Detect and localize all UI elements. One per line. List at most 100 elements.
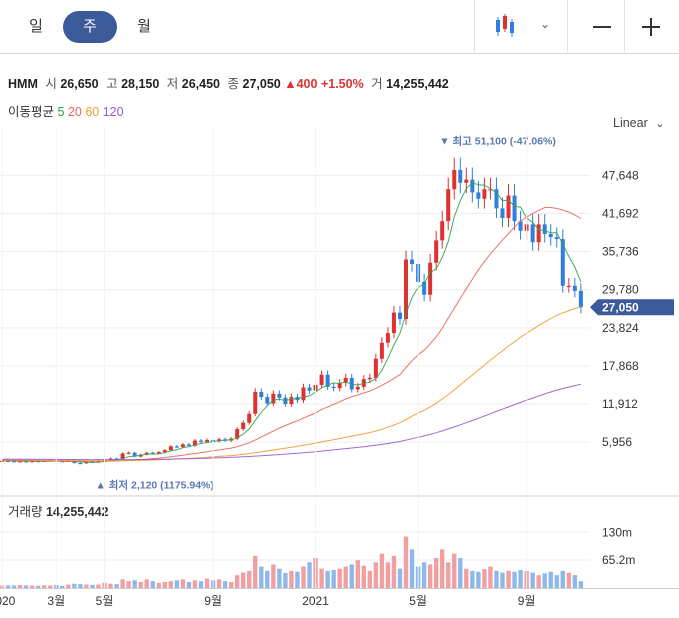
plus-icon-vertical <box>650 18 652 36</box>
high-label: 고 <box>106 77 118 91</box>
volume-bar <box>536 575 541 588</box>
volume-bar <box>114 584 119 588</box>
x-tick-label: 2020 <box>0 594 16 608</box>
max-price-annotation: ▼ 최고 51,100 (-47.06%) <box>439 134 556 147</box>
candle-body <box>162 450 167 453</box>
candle-body <box>391 312 396 334</box>
candle-body <box>355 386 360 390</box>
low-value: 26,450 <box>181 77 221 91</box>
volume-bar <box>319 568 324 588</box>
volume-bar <box>530 572 535 588</box>
volume-bar <box>120 579 125 588</box>
ma-legend[interactable]: 이동평균 5 20 60 120 <box>8 101 124 120</box>
volume-bar <box>337 568 342 588</box>
volume-bar <box>373 562 379 588</box>
candle-body <box>452 169 457 190</box>
candle-body <box>156 452 161 454</box>
volume-bar <box>506 570 511 588</box>
ma-line-ma60 <box>2 306 582 462</box>
current-price-label: 27,050 <box>602 301 639 315</box>
volume-bar <box>247 570 252 588</box>
candle-body <box>235 429 240 439</box>
candle-body <box>482 189 487 199</box>
candle-body <box>349 377 354 390</box>
volume-bar <box>355 560 360 588</box>
volume-bar <box>578 581 584 588</box>
y-tick-label: 41,692 <box>602 207 639 221</box>
chevron-down-icon: ⌄ <box>655 118 665 130</box>
volume-bar <box>379 553 385 588</box>
candle-body <box>265 397 270 404</box>
toolbar-divider <box>567 0 568 54</box>
change-arrow: ▲ <box>284 77 297 91</box>
candle-body <box>331 386 336 389</box>
candle-body <box>434 240 439 263</box>
volume-bar <box>156 582 161 588</box>
volume-bar <box>283 573 288 588</box>
volume-bar <box>488 566 493 588</box>
volume-bar <box>138 582 143 588</box>
volume-bar <box>216 579 222 588</box>
volume-bar <box>500 572 505 588</box>
candle-body <box>554 237 559 240</box>
volume-bar <box>228 582 234 588</box>
candle-body <box>259 391 264 398</box>
candle-body <box>307 387 312 391</box>
volume-bar <box>331 570 336 588</box>
period-tab-day[interactable]: 일 <box>29 18 43 35</box>
candlestick-icon[interactable] <box>494 14 520 40</box>
y-tick-label: 11,912 <box>602 397 638 411</box>
volume-bar <box>132 580 137 588</box>
toolbar-divider <box>624 0 625 54</box>
candle-body <box>464 179 469 183</box>
y-tick-label: 5,956 <box>602 435 632 449</box>
candle-body <box>512 195 517 222</box>
scale-selector[interactable]: Linear ⌄ <box>613 116 664 130</box>
candle-body <box>180 444 185 447</box>
high-value: 28,150 <box>121 77 160 91</box>
volume-bar <box>90 585 95 588</box>
chart-toolbar: 일 주 월 ⌄ <box>0 0 679 54</box>
volume-bar <box>192 580 198 588</box>
candle-body <box>566 285 571 287</box>
volume-bar <box>325 570 330 588</box>
candle-body <box>192 440 197 446</box>
ma-legend-label: 이동평균 <box>8 105 55 119</box>
ma-line-ma20 <box>1 207 582 462</box>
volume-bar <box>433 558 439 588</box>
volume-bar <box>66 584 71 588</box>
candle-body <box>428 262 433 295</box>
minus-icon[interactable] <box>593 26 611 28</box>
volume-bar <box>23 585 29 588</box>
chevron-down-icon[interactable]: ⌄ <box>540 17 551 31</box>
period-tab-month[interactable]: 월 <box>137 18 151 35</box>
volume-bar <box>168 581 174 588</box>
volume-bar <box>427 564 433 588</box>
x-tick-label: 9월 <box>204 594 222 608</box>
open-label: 시 <box>45 77 57 91</box>
y-tick-label: 47,648 <box>602 168 639 182</box>
candle-body <box>205 439 210 442</box>
candle-body <box>500 208 505 218</box>
candle-body <box>120 453 125 460</box>
y-tick-label: 29,780 <box>602 283 639 297</box>
candle-body <box>385 333 390 343</box>
volume-bar <box>162 582 168 588</box>
volume-bar <box>265 570 270 588</box>
volume-bar <box>271 564 276 588</box>
candle-body <box>343 377 348 384</box>
x-tick-label: 5월 <box>96 594 114 608</box>
volume-bar <box>349 564 354 588</box>
x-tick-label: 3월 <box>47 594 65 608</box>
open-value: 26,650 <box>60 77 99 91</box>
period-tab-week[interactable]: 주 <box>63 11 117 43</box>
candle-body <box>126 452 131 454</box>
candle-body <box>271 393 276 404</box>
volume-bar <box>361 565 366 588</box>
candle-body <box>578 290 583 308</box>
ma-5-label: 5 <box>57 105 65 119</box>
volume-bar <box>421 562 427 588</box>
y-tick-label: 17,868 <box>602 359 639 373</box>
candle-body <box>373 358 378 378</box>
